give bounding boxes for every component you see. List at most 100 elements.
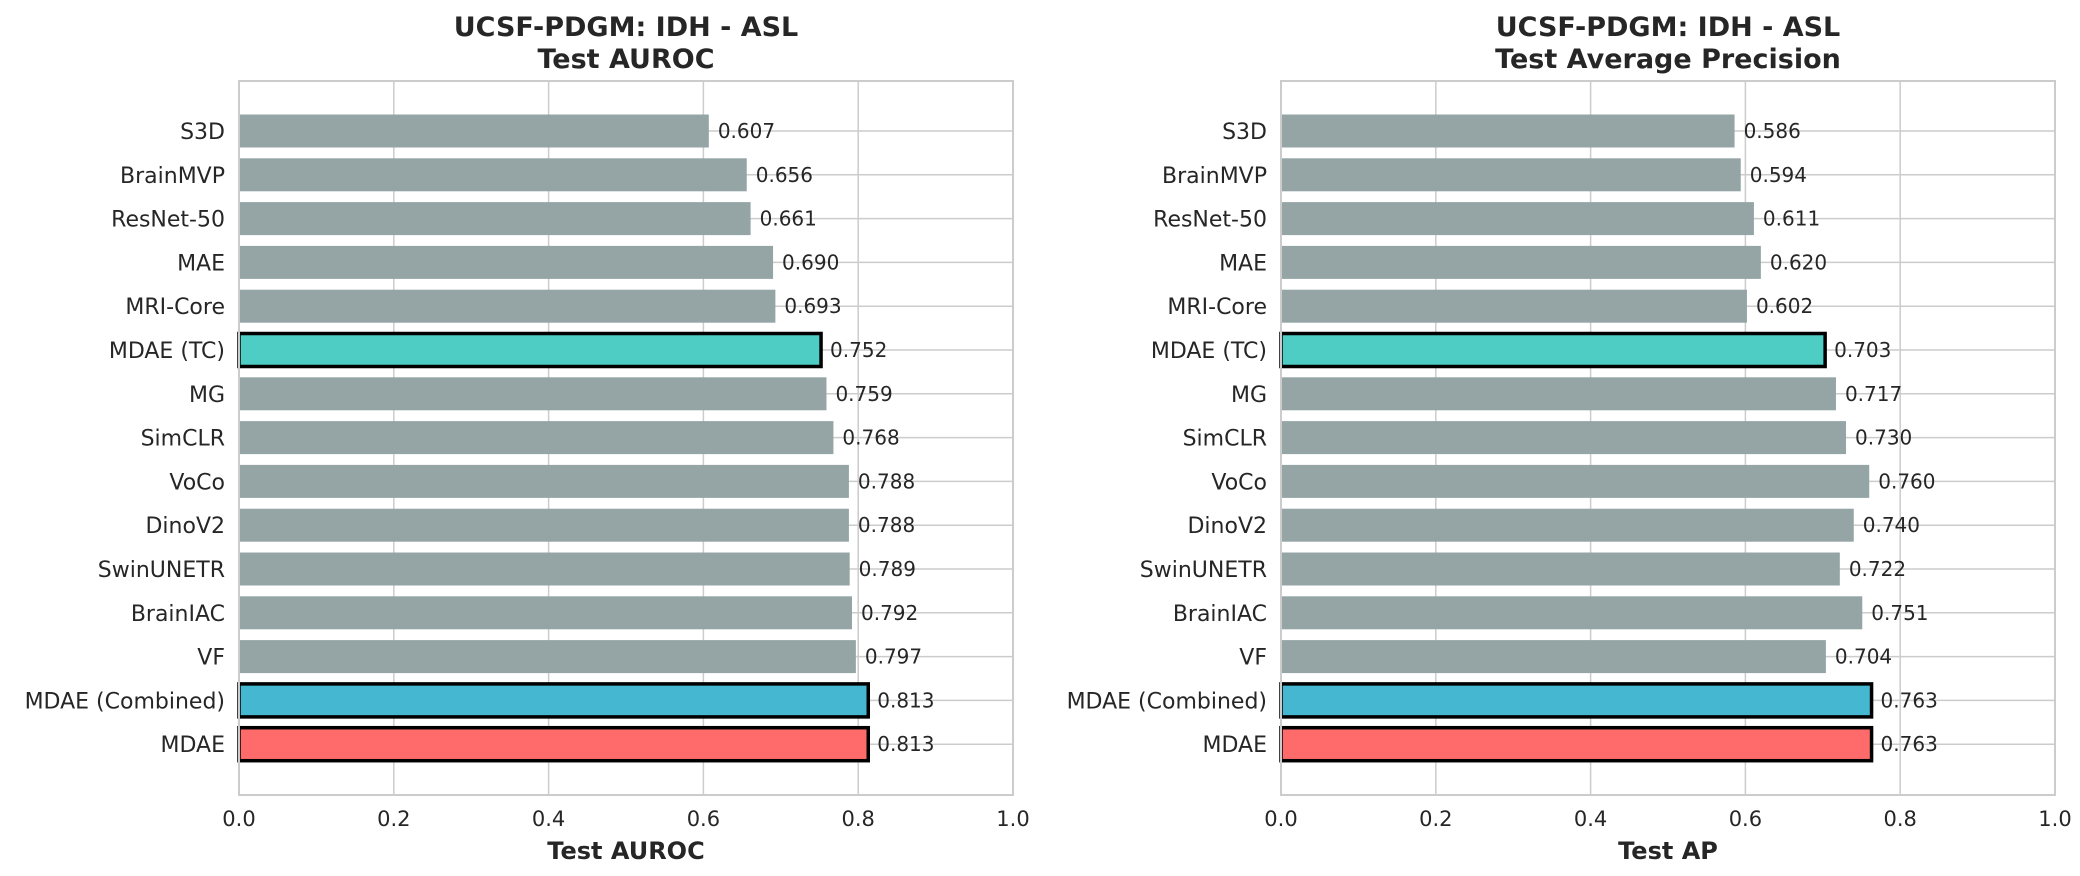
category-label: VoCo	[1211, 470, 1267, 495]
bar-mdae-combined	[1279, 682, 1874, 719]
bar-simclr	[239, 421, 834, 455]
chart-title: UCSF-PDGM: IDH - ASL	[454, 12, 799, 43]
category-label: MDAE (Combined)	[25, 689, 225, 714]
value-label: 0.759	[835, 382, 892, 406]
value-label: 0.656	[756, 163, 813, 187]
bar-mdae	[1279, 725, 1874, 763]
x-tick-label: 0.0	[1264, 807, 1297, 831]
category-label: BrainIAC	[1173, 602, 1267, 627]
category-label: VoCo	[169, 470, 225, 495]
bar-resnet-50	[239, 202, 751, 236]
chart-subtitle: Test AUROC	[537, 44, 714, 75]
bar-brainiac	[1281, 596, 1863, 630]
category-label: S3D	[180, 120, 225, 145]
category-label: MDAE	[161, 733, 226, 758]
category-label: MAE	[1219, 251, 1267, 276]
bar-mri-core	[1281, 289, 1747, 323]
category-label: MDAE	[1203, 733, 1268, 758]
value-label: 0.690	[782, 250, 839, 274]
value-label: 0.760	[1878, 469, 1935, 493]
category-label: MAE	[177, 251, 225, 276]
x-tick-label: 0.4	[532, 807, 565, 831]
value-label: 0.788	[858, 513, 915, 537]
bar-voco	[1281, 464, 1870, 498]
chart-title: UCSF-PDGM: IDH - ASL	[1496, 12, 1841, 43]
chart-average-precision: 0.0 0.2 0.4 0.6 0.8 1.0 0.586 S3D 0.594 BrainMVP 0…	[1067, 12, 2072, 865]
category-label: ResNet-50	[111, 208, 225, 233]
x-tick-label: 0.2	[1419, 807, 1452, 831]
chart-subtitle: Test Average Precision	[1495, 44, 1841, 75]
category-label: S3D	[1222, 120, 1267, 145]
bar-mg	[239, 377, 827, 411]
category-label: VF	[1239, 646, 1267, 671]
value-label: 0.813	[877, 688, 934, 712]
value-label: 0.704	[1835, 645, 1892, 669]
category-label: BrainIAC	[131, 602, 225, 627]
value-label: 0.594	[1750, 163, 1807, 187]
bar-vf	[1281, 640, 1826, 674]
category-label: DinoV2	[1187, 514, 1267, 539]
value-label: 0.763	[1881, 688, 1938, 712]
category-label: SwinUNETR	[1140, 558, 1267, 583]
x-tick-label: 0.2	[377, 807, 410, 831]
category-label: MG	[1231, 383, 1267, 408]
x-tick-label: 0.0	[222, 807, 255, 831]
x-tick-label: 0.4	[1574, 807, 1607, 831]
bar-brainmvp	[239, 158, 747, 192]
category-label: MDAE (TC)	[1151, 339, 1267, 364]
bar-mae	[1281, 245, 1761, 279]
value-label: 0.602	[1756, 294, 1813, 318]
value-label: 0.792	[861, 601, 918, 625]
value-label: 0.788	[858, 469, 915, 493]
value-label: 0.586	[1744, 119, 1801, 143]
bar-swinunetr	[1281, 552, 1840, 586]
value-label: 0.752	[830, 338, 887, 362]
category-label: SimCLR	[1183, 427, 1267, 452]
category-label: MRI-Core	[1167, 295, 1267, 320]
bar-mdae	[237, 725, 871, 763]
category-label: VF	[197, 646, 225, 671]
bar-mdae-tc	[237, 331, 823, 369]
category-label: SimCLR	[141, 427, 225, 452]
value-label: 0.730	[1855, 426, 1912, 450]
value-label: 0.607	[718, 119, 775, 143]
value-label: 0.813	[877, 732, 934, 756]
value-label: 0.722	[1849, 557, 1906, 581]
x-axis-label: Test AUROC	[547, 837, 704, 865]
bar-mae	[239, 245, 774, 279]
bar-mg	[1281, 377, 1836, 411]
x-tick-label: 0.8	[841, 807, 874, 831]
x-tick-label: 0.6	[1729, 807, 1762, 831]
category-label: ResNet-50	[1153, 208, 1267, 233]
chart-auroc: 0.0 0.2 0.4 0.6 0.8 1.0 0.607 S3D 0.656 BrainMVP 0…	[25, 12, 1030, 865]
x-tick-label: 1.0	[996, 807, 1029, 831]
x-tick-label: 0.6	[687, 807, 720, 831]
category-label: MDAE (TC)	[109, 339, 225, 364]
value-label: 0.751	[1871, 601, 1928, 625]
category-label: MG	[189, 383, 225, 408]
bar-s3d	[239, 114, 709, 148]
bar-voco	[239, 464, 849, 498]
bar-swinunetr	[239, 552, 850, 586]
bar-dinov2	[239, 508, 849, 542]
value-label: 0.740	[1863, 513, 1920, 537]
plot-frame	[238, 80, 1014, 796]
x-tick-label: 0.8	[1883, 807, 1916, 831]
value-label: 0.797	[865, 645, 922, 669]
value-label: 0.789	[859, 557, 916, 581]
bar-mri-core	[239, 289, 776, 323]
bar-s3d	[1281, 114, 1735, 148]
value-label: 0.703	[1834, 338, 1891, 362]
value-label: 0.768	[842, 426, 899, 450]
bar-simclr	[1281, 421, 1847, 455]
category-label: MRI-Core	[125, 295, 225, 320]
category-label: BrainMVP	[120, 164, 225, 189]
x-axis-label: Test AP	[1618, 837, 1718, 865]
value-label: 0.661	[760, 207, 817, 231]
value-label: 0.693	[784, 294, 841, 318]
bar-mdae-tc	[1279, 331, 1827, 369]
x-tick-label: 1.0	[2038, 807, 2071, 831]
bar-brainiac	[239, 596, 853, 630]
bar-vf	[239, 640, 856, 674]
